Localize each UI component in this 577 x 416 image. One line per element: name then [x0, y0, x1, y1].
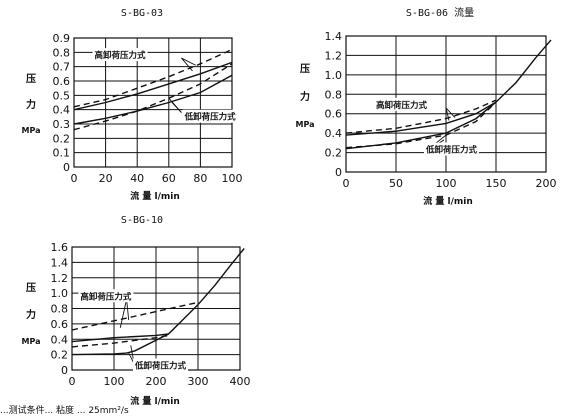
annotation-label: 低卸荷压力式 — [134, 360, 187, 371]
series-line-dashed — [73, 63, 233, 131]
annotation-bg — [182, 109, 238, 123]
series-line-solid — [345, 39, 552, 136]
y-tick-label: 1.4 — [51, 256, 69, 269]
x-axis-label: 流 量 l/min — [130, 190, 180, 202]
x-tick-label: 0 — [69, 375, 76, 388]
y-tick-label: 0.3 — [53, 118, 71, 131]
x-tick-label: 40 — [130, 172, 144, 185]
y-tick-label: 0.8 — [51, 303, 69, 316]
x-tick-label: 60 — [162, 172, 176, 185]
x-tick-label: 80 — [193, 172, 207, 185]
y-axis-label: 压 — [26, 73, 36, 85]
y-tick-label: 1.4 — [325, 30, 343, 43]
y-tick-label: 0.9 — [53, 32, 71, 45]
annotation-leader — [181, 57, 193, 72]
y-tick-label: 1.2 — [325, 49, 343, 62]
x-tick-label: 100 — [436, 177, 457, 190]
y-axis-label: 力 — [300, 90, 310, 103]
y-tick-label: 0.4 — [53, 104, 71, 117]
y-axis-label: 力 — [26, 308, 36, 321]
annotation-bg — [133, 358, 188, 372]
x-axis-label: 流 量 l/min — [423, 195, 473, 207]
y-axis-label: 力 — [26, 98, 36, 111]
annotation-leader — [168, 97, 182, 113]
annotation-bg — [92, 48, 148, 62]
y-axis-unit: MPa — [295, 120, 314, 129]
x-tick-label: 0 — [71, 172, 78, 185]
annotation-bg — [78, 289, 134, 303]
y-tick-label: 0.8 — [325, 88, 343, 101]
y-tick-label: 0.6 — [51, 318, 69, 331]
footer-note: ...测试条件... 粘度 ... 25mm²/s — [0, 406, 129, 416]
series-line-solid — [71, 333, 169, 356]
y-axis-unit: MPa — [21, 337, 40, 346]
series-line-solid — [73, 61, 233, 111]
series-line-dashed — [345, 99, 497, 134]
series-line-dashed — [71, 301, 199, 331]
x-axis-label: 流 量 l/min — [130, 395, 180, 407]
y-tick-label: 0.1 — [53, 147, 71, 160]
y-tick-label: 1.0 — [51, 287, 69, 300]
y-tick-label: 0.2 — [53, 132, 71, 145]
x-tick-label: 20 — [99, 172, 113, 185]
x-tick-label: 0 — [343, 177, 350, 190]
chart-title: S-BG-06 流量 — [406, 6, 474, 19]
x-tick-label: 150 — [486, 177, 507, 190]
chart-1: S-BG-030 20 40 60 80 10000.10.20.30.40.50.60.… — [21, 8, 242, 202]
annotation-label: 高卸荷压力式 — [80, 291, 132, 302]
y-tick-label: 0 — [61, 364, 68, 377]
x-tick-label: 50 — [389, 177, 403, 190]
annotation-label: 高卸荷压力式 — [95, 50, 147, 61]
chart-title: S-BG-03 — [121, 8, 163, 19]
x-tick-label: 200 — [536, 177, 557, 190]
series-line-dashed — [71, 334, 169, 348]
y-tick-label: 0.2 — [51, 349, 69, 362]
chart-3: S-BG-100 100 200 300 40000.20.40.60.81.01.21… — [21, 215, 250, 407]
y-tick-label: 0.7 — [53, 61, 71, 74]
annotation-leader — [126, 299, 130, 321]
x-tick-label: 400 — [230, 375, 251, 388]
y-tick-label: 1.6 — [51, 241, 69, 254]
y-tick-label: 0.6 — [325, 108, 343, 121]
y-tick-label: 0.8 — [53, 46, 71, 59]
annotation-bg — [424, 142, 479, 156]
annotation-label: 低卸荷压力式 — [184, 112, 237, 123]
annotation-label: 低卸荷压力式 — [425, 145, 478, 156]
series-line-solid — [71, 248, 245, 343]
y-axis-unit: MPa — [21, 126, 40, 135]
y-axis-label: 压 — [300, 63, 310, 75]
x-tick-label: 300 — [188, 375, 209, 388]
series-line-dashed — [73, 48, 233, 108]
y-tick-label: 0 — [335, 166, 342, 179]
y-tick-label: 0.4 — [325, 127, 343, 140]
annotation-bg — [374, 97, 429, 111]
annotation-label: 高卸荷压力式 — [376, 100, 428, 111]
annotation-leader — [445, 107, 450, 121]
y-axis-label: 压 — [26, 282, 36, 294]
y-tick-label: 0.5 — [53, 89, 71, 102]
annotation-leader — [445, 107, 456, 118]
plot-frame — [345, 35, 547, 173]
chart-title: S-BG-10 — [121, 215, 163, 226]
chart-2: S-BG-06 流量 0 50 100 150 200 0 0.2 0.4 0.6 0.8 1.0 1.… — [295, 6, 556, 207]
x-tick-label: 100 — [104, 375, 125, 388]
y-tick-label: 0.6 — [53, 75, 71, 88]
y-tick-label: 1.0 — [325, 69, 343, 82]
y-tick-label: 1.2 — [51, 272, 69, 285]
x-tick-label: 200 — [146, 375, 167, 388]
series-line-solid — [73, 74, 233, 125]
y-tick-label: 0.2 — [325, 147, 343, 160]
plot-frame — [73, 37, 233, 168]
x-tick-label: 100 — [222, 172, 243, 185]
annotation-leader — [119, 299, 128, 328]
y-tick-label: 0.4 — [51, 333, 69, 346]
y-tick-label: 0 — [63, 161, 70, 174]
annotation-leader — [181, 57, 196, 66]
